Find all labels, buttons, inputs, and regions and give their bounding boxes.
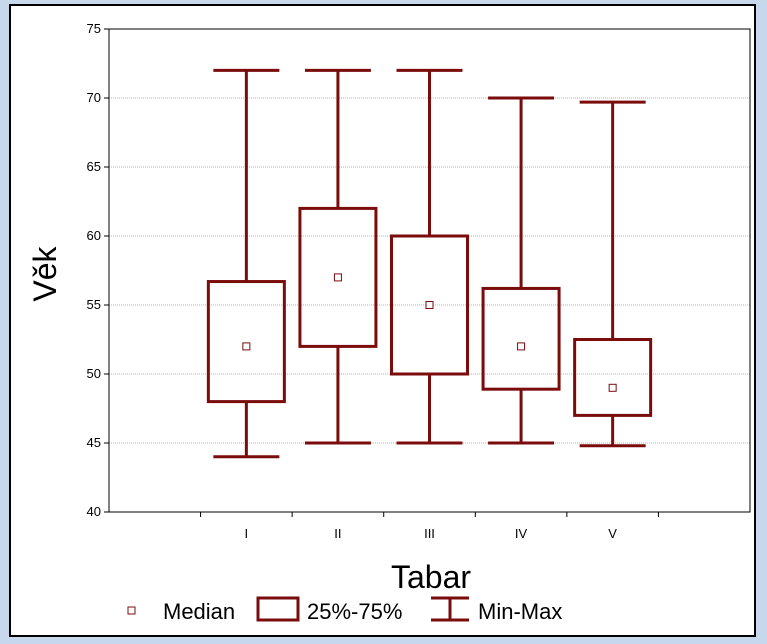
iqr-box	[573, 338, 653, 417]
median-marker	[425, 301, 434, 309]
median-marker	[333, 273, 342, 282]
plot-area	[108, 28, 751, 513]
y-tick-label: 65	[87, 159, 101, 174]
legend-median-label: Median	[163, 599, 235, 624]
legend-box-swatch	[256, 596, 300, 622]
y-axis: 40 45 50 55 60 65 70 75	[87, 21, 109, 519]
iqr-box	[390, 234, 469, 376]
box-series	[206, 68, 653, 459]
chart-frame: 40 45 50 55 60 65 70 75 I II III IV V Věk Tabar Med…	[9, 4, 756, 637]
y-tick-label: 75	[87, 21, 101, 36]
box-III	[390, 68, 469, 445]
y-tick-label: 40	[87, 504, 101, 519]
legend-median-swatch	[127, 606, 136, 615]
box-II	[298, 68, 378, 445]
y-tick-label: 50	[87, 366, 101, 381]
x-tick-label: I	[245, 526, 249, 541]
y-tick-label: 70	[87, 90, 101, 105]
y-tick-label: 55	[87, 297, 101, 312]
iqr-box	[206, 280, 286, 404]
x-tick-label: IV	[515, 526, 528, 541]
box-IV	[481, 96, 561, 445]
y-tick-label: 45	[87, 435, 101, 450]
median-marker	[242, 342, 251, 351]
median-marker	[608, 383, 617, 392]
iqr-box	[298, 206, 378, 348]
legend-whisker-label: Min-Max	[478, 599, 562, 624]
box-I	[206, 68, 286, 459]
box-V	[573, 100, 653, 448]
legend: Median 25%-75% Min-Max	[127, 596, 562, 624]
x-axis-title: Tabar	[391, 559, 471, 595]
x-tick-label: II	[334, 526, 341, 541]
y-tick-label: 60	[87, 228, 101, 243]
x-tick-label: III	[424, 526, 435, 541]
x-tick-label: V	[608, 526, 617, 541]
median-marker	[517, 342, 526, 351]
x-axis: I II III IV V	[200, 512, 659, 541]
iqr-box	[481, 286, 561, 391]
legend-box-label: 25%-75%	[307, 599, 402, 624]
y-axis-title: Věk	[27, 245, 63, 301]
